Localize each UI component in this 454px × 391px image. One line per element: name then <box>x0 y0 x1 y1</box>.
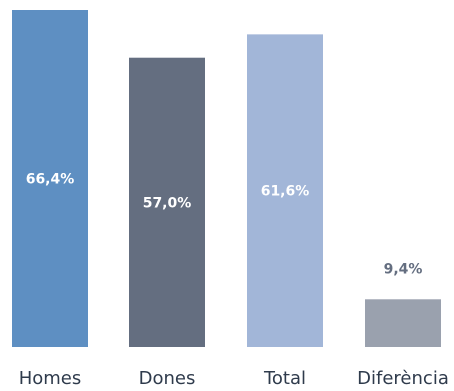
category-labels-group: Homes Dones Total Diferència <box>19 368 449 389</box>
value-label-dones: 57,0% <box>143 195 192 211</box>
category-label-dones: Dones <box>139 368 196 389</box>
bar-dones <box>129 57 205 348</box>
category-label-diferencia: Diferència <box>357 368 449 389</box>
bar-homes <box>12 10 88 347</box>
value-label-homes: 66,4% <box>26 172 75 188</box>
category-label-homes: Homes <box>19 368 82 389</box>
value-labels-group: 66,4% 57,0% 61,6% 9,4% <box>26 172 423 278</box>
category-label-total: Total <box>263 368 306 389</box>
bars-group <box>12 10 441 348</box>
value-label-diferencia: 9,4% <box>384 261 423 277</box>
bar-total <box>247 34 323 347</box>
value-label-total: 61,6% <box>261 184 310 200</box>
bar-diferencia <box>365 299 441 347</box>
